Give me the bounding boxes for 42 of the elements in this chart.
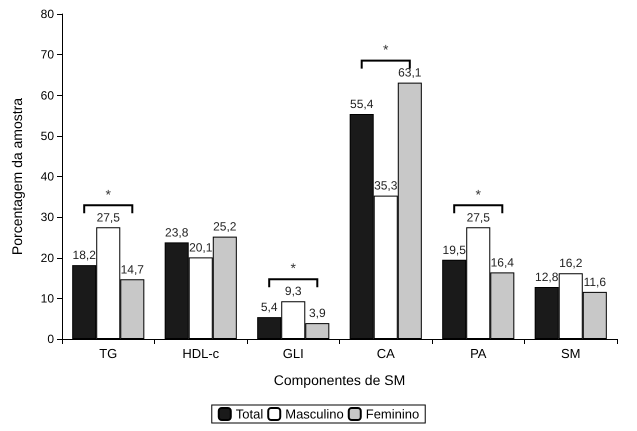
data-label: 20,1: [189, 240, 213, 254]
data-label: 23,8: [165, 225, 189, 240]
y-tick-label: 40: [40, 170, 54, 184]
data-label: 5,4: [260, 300, 278, 314]
x-tick-label: TG: [99, 346, 118, 361]
data-label: 19,5: [442, 242, 466, 257]
data-label: 27,5: [96, 210, 120, 224]
data-label: 12,8: [535, 270, 559, 284]
y-tick-label: 60: [40, 88, 54, 102]
y-tick-label: 10: [40, 291, 54, 306]
x-axis-title: Componentes de SM: [274, 372, 406, 388]
legend-label: Feminino: [366, 406, 420, 422]
y-tick-label: 0: [47, 332, 54, 346]
y-tick-label: 50: [40, 128, 54, 143]
data-label: 35,3: [374, 178, 398, 193]
x-tick-label: PA: [470, 346, 487, 361]
legend-label: Total: [236, 406, 264, 422]
y-tick-label: 70: [40, 48, 54, 62]
legend-label: Masculino: [285, 406, 344, 422]
data-label: 63,1: [398, 66, 422, 80]
annotation: *: [383, 42, 390, 58]
data-label: 9,3: [284, 284, 302, 298]
annotation: *: [106, 186, 112, 202]
data-label: 16,2: [559, 256, 583, 270]
x-tick-label: HDL-c: [182, 346, 220, 361]
x-tick-label: SM: [561, 346, 580, 361]
data-label: 18,2: [72, 248, 96, 262]
data-label: 16,4: [490, 255, 514, 270]
y-axis-title: Porcentagem da amostra: [9, 98, 25, 256]
data-label: 14,7: [120, 262, 144, 276]
x-tick-label: GLI: [282, 346, 304, 361]
y-tick-label: 20: [40, 250, 54, 265]
annotation: *: [476, 186, 482, 202]
y-tick-label: 30: [40, 210, 54, 224]
data-label: 55,4: [350, 96, 374, 111]
y-tick-label: 80: [40, 7, 54, 21]
data-label: 25,2: [213, 220, 237, 234]
data-label: 27,5: [466, 210, 490, 224]
annotation: *: [290, 260, 297, 276]
data-label: 11,6: [584, 274, 606, 289]
x-tick-label: CA: [376, 346, 396, 361]
data-label: 3,9: [308, 306, 326, 320]
